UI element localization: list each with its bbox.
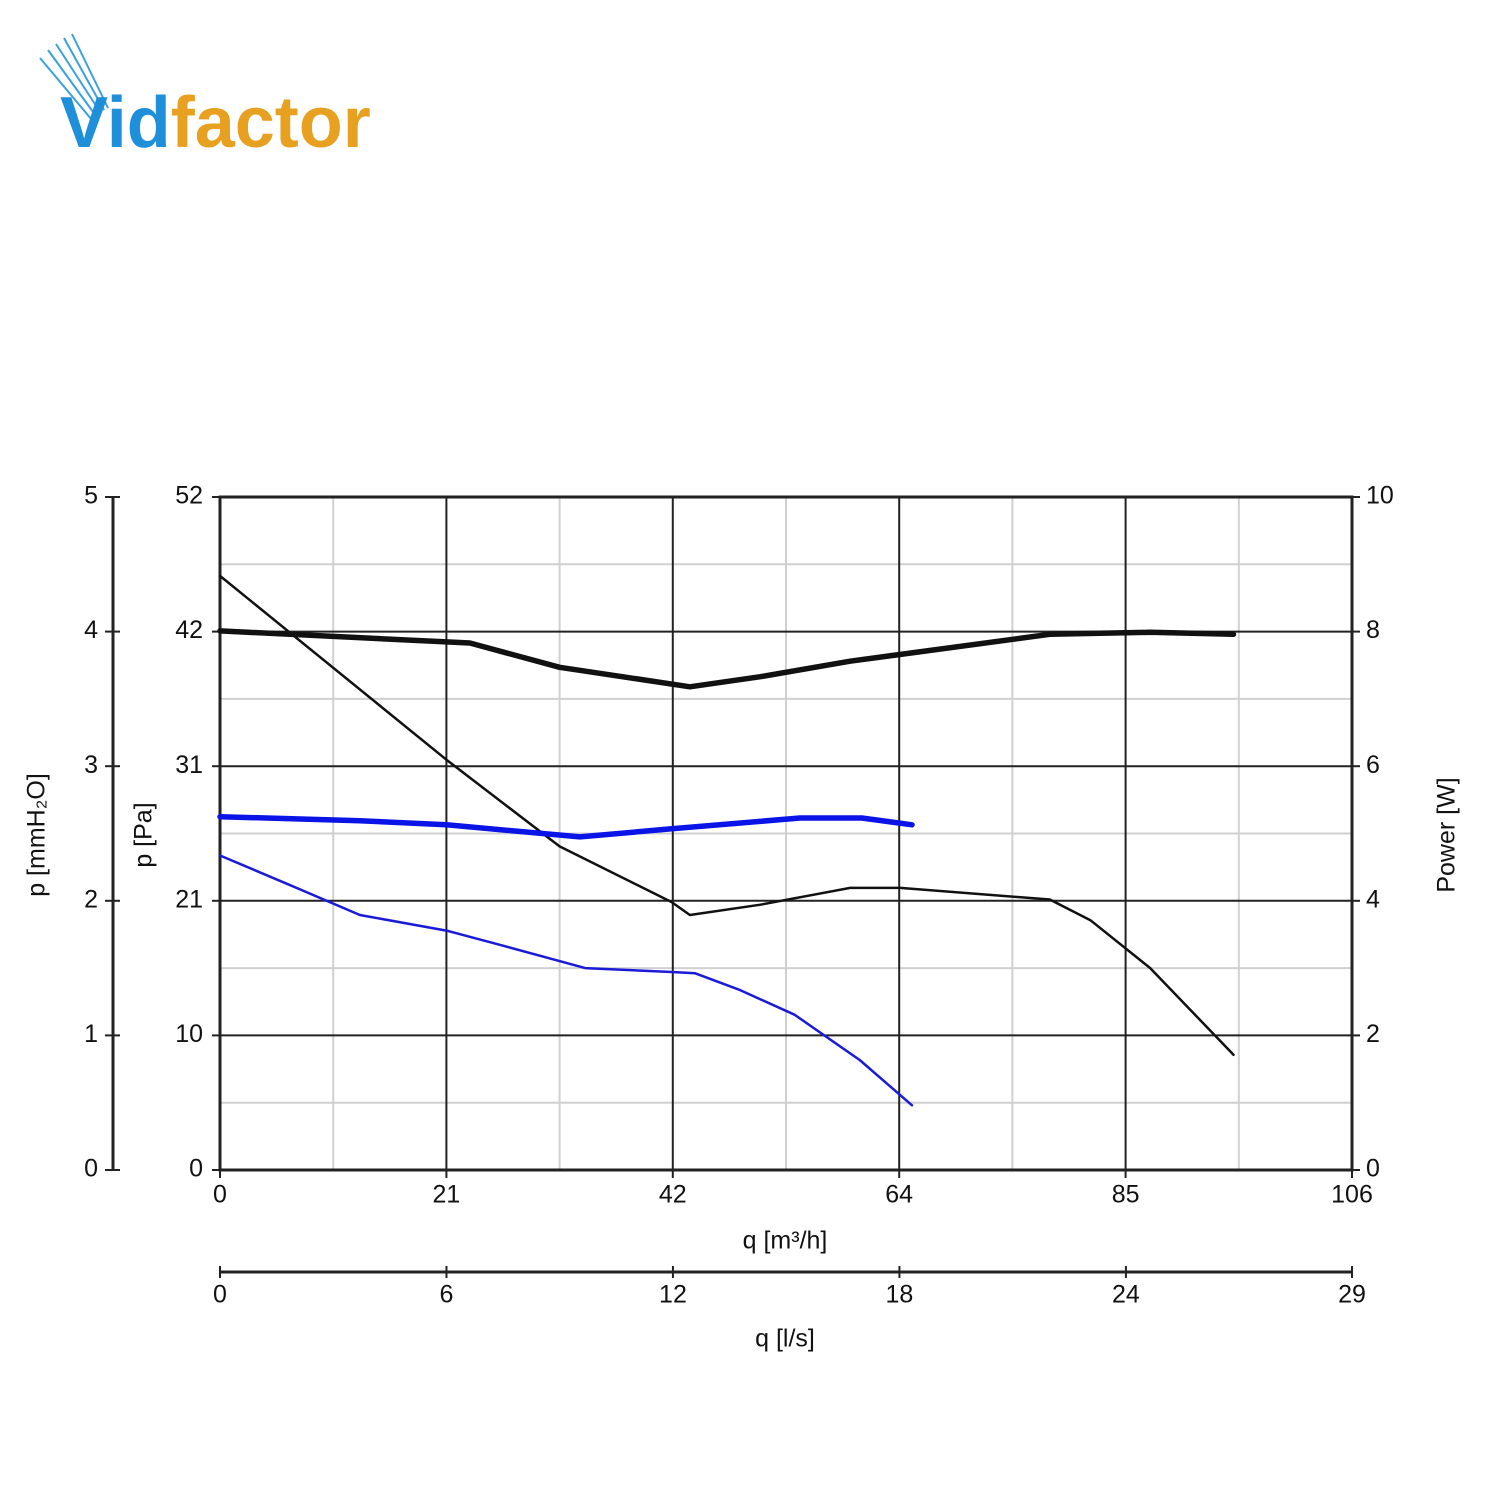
x2-tick-label: 12 [659, 1281, 687, 1309]
y-tick-label: 0 [189, 1155, 203, 1183]
y3-axis-label: p [mmH₂O] [23, 773, 51, 897]
x2-axis-label: q [l/s] [755, 1325, 815, 1353]
y-tick-label: 52 [175, 482, 203, 510]
y2-tick-label: 6 [1366, 751, 1380, 779]
x-tick-label: 0 [213, 1181, 227, 1209]
x2-tick-label: 0 [213, 1281, 227, 1309]
y-tick-label: 10 [175, 1020, 203, 1048]
x2-tick-label: 29 [1338, 1281, 1366, 1309]
x2-tick-label: 6 [440, 1281, 454, 1309]
x-axis-label: q [m³/h] [743, 1227, 828, 1255]
x-tick-label: 106 [1331, 1181, 1373, 1209]
y3-tick-label: 0 [84, 1155, 98, 1183]
y-tick-label: 21 [175, 885, 203, 913]
y-tick-label: 42 [175, 616, 203, 644]
plot-frame [218, 495, 1354, 1172]
y2-tick-label: 10 [1366, 482, 1394, 510]
y2-tick-label: 2 [1366, 1020, 1380, 1048]
y2-tick-label: 8 [1366, 616, 1380, 644]
series-line [217, 813, 915, 840]
y3-tick-label: 1 [84, 1020, 98, 1048]
logo-part: Vid [60, 83, 171, 163]
logo-part: factor [171, 83, 371, 163]
y-axis-label: p [Pa] [130, 802, 158, 867]
y3-tick-label: 4 [84, 616, 98, 644]
logo-text: Vidfactor [60, 83, 371, 163]
y3-tick-label: 5 [84, 482, 98, 510]
y3-tick-label: 3 [84, 751, 98, 779]
series-line [218, 854, 914, 1107]
x-tick-label: 64 [885, 1181, 913, 1209]
y3-tick-label: 2 [84, 885, 98, 913]
y-tick-label: 31 [175, 751, 203, 779]
x-tick-label: 21 [432, 1181, 460, 1209]
x-tick-label: 42 [659, 1181, 687, 1209]
y2-tick-label: 0 [1366, 1155, 1380, 1183]
series-line [218, 574, 1235, 1057]
logo-rays [39, 33, 109, 121]
y2-tick-label: 4 [1366, 885, 1380, 913]
x2-tick-label: 24 [1112, 1281, 1140, 1309]
series-line [217, 628, 1237, 690]
logo: Vidfactor [39, 33, 371, 163]
y2-axis-label: Power [W] [1433, 777, 1461, 892]
x-tick-label: 85 [1112, 1181, 1140, 1209]
x2-tick-label: 18 [886, 1281, 914, 1309]
